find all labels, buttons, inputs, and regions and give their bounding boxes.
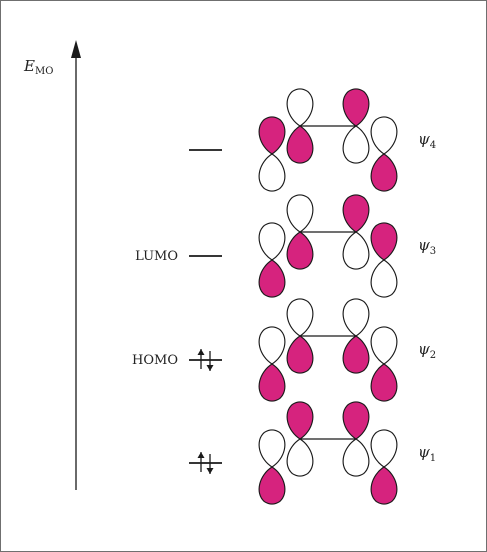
orbital-lobe-bottom bbox=[286, 335, 314, 374]
p-orbital-c1 bbox=[258, 222, 286, 298]
orbital-lobe-bottom bbox=[370, 153, 398, 192]
psi-subscript: 2 bbox=[430, 350, 436, 361]
psi-label: ψ2 bbox=[418, 340, 436, 361]
psi-symbol: ψ bbox=[418, 130, 430, 148]
p-orbital-c1 bbox=[258, 116, 286, 192]
orbital-lobe-top bbox=[286, 298, 314, 337]
p-orbital-c3 bbox=[342, 401, 370, 477]
psi-subscript: 4 bbox=[430, 140, 436, 151]
p-orbital-c4 bbox=[370, 222, 398, 298]
level-label: HOMO bbox=[132, 353, 178, 368]
electron-spin-down-arrow bbox=[206, 454, 214, 474]
orbital-lobe-top bbox=[258, 222, 286, 261]
orbital-lobe-bottom bbox=[258, 153, 286, 192]
orbital-lobe-bottom bbox=[258, 259, 286, 298]
p-orbital-c1 bbox=[258, 326, 286, 402]
p-orbital-c3 bbox=[342, 298, 370, 374]
orbital-lobe-bottom bbox=[370, 259, 398, 298]
orbital-row-psi-1: ψ1 bbox=[189, 401, 436, 505]
orbital-row-psi-3: LUMO ψ3 bbox=[135, 194, 436, 298]
orbital-lobe-bottom bbox=[342, 438, 370, 477]
orbital-lobe-top bbox=[370, 222, 398, 261]
electron-spin-up-arrow bbox=[197, 452, 205, 472]
psi-subscript: 3 bbox=[430, 246, 436, 257]
p-orbital-c3 bbox=[342, 88, 370, 164]
psi-symbol: ψ bbox=[418, 443, 430, 461]
orbital-lobe-top bbox=[286, 194, 314, 233]
electron-spin-up-arrow bbox=[197, 349, 205, 369]
energy-axis-symbol: E bbox=[23, 57, 35, 75]
psi-symbol: ψ bbox=[418, 340, 430, 358]
p-orbital-c4 bbox=[370, 429, 398, 505]
orbital-lobe-bottom bbox=[286, 231, 314, 270]
psi-symbol: ψ bbox=[418, 236, 430, 254]
orbital-lobe-top bbox=[370, 116, 398, 155]
orbital-lobe-top bbox=[370, 326, 398, 365]
p-orbital-c4 bbox=[370, 116, 398, 192]
orbital-lobe-top bbox=[342, 298, 370, 337]
p-orbital-c2 bbox=[286, 88, 314, 164]
orbital-lobe-bottom bbox=[370, 466, 398, 505]
orbital-lobe-top bbox=[258, 116, 286, 155]
p-orbital-c3 bbox=[342, 194, 370, 270]
orbital-lobe-bottom bbox=[342, 335, 370, 374]
p-orbital-c4 bbox=[370, 326, 398, 402]
level-label: LUMO bbox=[135, 249, 178, 264]
electron-spin-down-arrow bbox=[206, 351, 214, 371]
p-orbital-c2 bbox=[286, 401, 314, 477]
orbital-lobe-top bbox=[342, 88, 370, 127]
psi-label: ψ4 bbox=[418, 130, 436, 151]
p-orbital-c2 bbox=[286, 194, 314, 270]
psi-subscript: 1 bbox=[430, 453, 436, 464]
orbital-lobe-top bbox=[258, 429, 286, 468]
psi-label: ψ3 bbox=[418, 236, 436, 257]
orbital-lobe-bottom bbox=[258, 466, 286, 505]
orbital-lobe-top bbox=[258, 326, 286, 365]
orbital-lobe-top bbox=[286, 401, 314, 440]
psi-label: ψ1 bbox=[418, 443, 436, 464]
orbital-lobe-bottom bbox=[286, 125, 314, 164]
orbital-lobe-bottom bbox=[342, 125, 370, 164]
orbital-lobe-bottom bbox=[342, 231, 370, 270]
orbital-row-psi-4: ψ4 bbox=[189, 88, 436, 192]
orbital-lobe-bottom bbox=[258, 363, 286, 402]
p-orbital-c1 bbox=[258, 429, 286, 505]
p-orbital-c2 bbox=[286, 298, 314, 374]
orbital-lobe-top bbox=[342, 194, 370, 233]
orbital-lobe-bottom bbox=[370, 363, 398, 402]
orbital-lobe-bottom bbox=[286, 438, 314, 477]
energy-axis-arrowhead bbox=[71, 40, 81, 58]
orbital-lobe-top bbox=[286, 88, 314, 127]
energy-axis-label: EMO bbox=[23, 57, 53, 77]
orbital-lobe-top bbox=[370, 429, 398, 468]
orbital-row-psi-2: HOMO ψ2 bbox=[132, 298, 436, 402]
energy-axis-subscript: MO bbox=[35, 66, 53, 77]
orbital-lobe-top bbox=[342, 401, 370, 440]
